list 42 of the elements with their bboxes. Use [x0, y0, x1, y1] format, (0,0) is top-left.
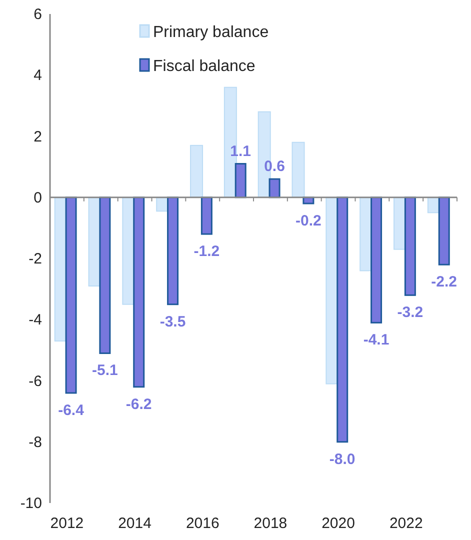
data-label: -6.4 — [58, 402, 85, 419]
bar — [234, 163, 246, 198]
bar — [404, 196, 416, 296]
bar — [99, 196, 111, 354]
bar — [292, 142, 305, 198]
y-tick-label: -6 — [28, 372, 42, 390]
x-tick-label: 2014 — [118, 515, 152, 532]
x-tick-label: 2012 — [50, 515, 84, 532]
y-tick-label: -10 — [20, 495, 42, 512]
y-tick-label: -2 — [28, 250, 42, 268]
x-tick-label: 2020 — [322, 515, 355, 532]
legend-label: Primary balance — [153, 24, 269, 41]
bar — [268, 178, 280, 198]
x-tick-label: 2018 — [254, 515, 288, 532]
data-label: -2.2 — [431, 274, 458, 291]
y-tick-label: 0 — [34, 189, 42, 206]
y-tick-label: -8 — [28, 434, 42, 451]
data-label: -4.1 — [363, 332, 390, 349]
y-tick-label: -4 — [28, 312, 42, 329]
y-tick-label: 6 — [34, 6, 42, 23]
bar — [200, 196, 212, 235]
data-label: -6.2 — [126, 396, 152, 413]
data-label: 1.1 — [230, 142, 252, 160]
bar — [133, 196, 145, 388]
x-tick-label: 2022 — [389, 515, 423, 532]
data-label: -8.0 — [329, 450, 356, 468]
bar — [190, 144, 204, 198]
data-label: -5.1 — [92, 362, 118, 380]
data-label: -1.2 — [194, 243, 220, 260]
x-tick-label: 2016 — [186, 515, 220, 532]
bar — [336, 196, 348, 443]
data-label: -3.2 — [397, 304, 424, 322]
bar — [438, 196, 450, 266]
data-label: 0.6 — [264, 158, 285, 176]
bar — [167, 196, 179, 306]
legend-label: Fiscal balance — [153, 58, 256, 75]
bar — [370, 196, 382, 324]
data-label: -3.5 — [160, 313, 186, 330]
data-label: -0.2 — [296, 212, 322, 230]
bar — [65, 196, 77, 394]
y-tick-label: 2 — [34, 128, 42, 146]
y-tick-label: 4 — [34, 67, 42, 84]
